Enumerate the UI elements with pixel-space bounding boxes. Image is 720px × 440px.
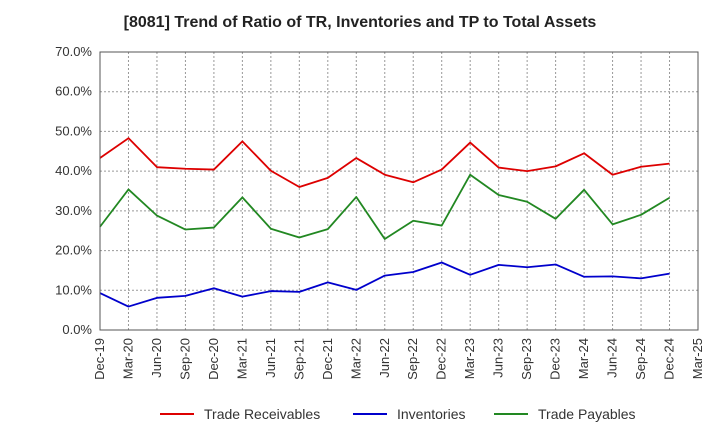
y-tick-label: 50.0% — [55, 123, 92, 138]
x-tick-label: Sep-24 — [633, 338, 648, 380]
x-tick-label: Dec-21 — [320, 338, 335, 380]
legend-label: Trade Receivables — [204, 406, 320, 422]
x-tick-label: Mar-20 — [120, 338, 135, 379]
x-tick-label: Jun-21 — [263, 338, 278, 378]
x-tick-label: Jun-24 — [605, 338, 620, 378]
chart-title: [8081] Trend of Ratio of TR, Inventories… — [123, 14, 597, 31]
x-tick-label: Jun-22 — [377, 338, 392, 378]
x-tick-label: Sep-20 — [177, 338, 192, 380]
x-tick-label: Dec-20 — [206, 338, 221, 380]
x-tick-label: Mar-22 — [348, 338, 363, 379]
y-tick-label: 40.0% — [55, 163, 92, 178]
legend-label: Inventories — [397, 406, 465, 422]
series-line-trade-payables — [99, 173, 670, 240]
y-tick-label: 70.0% — [55, 44, 92, 59]
y-tick-label: 10.0% — [55, 282, 92, 297]
series-line-trade-receivables — [99, 137, 670, 188]
plot-frame — [99, 51, 699, 331]
x-tick-label: Mar-23 — [462, 338, 477, 379]
x-tick-label: Mar-25 — [690, 338, 705, 379]
x-tick-label: Mar-21 — [234, 338, 249, 379]
x-tick-label: Jun-20 — [149, 338, 164, 378]
x-tick-label: Jun-23 — [491, 338, 506, 378]
x-tick-label: Mar-24 — [576, 338, 591, 379]
y-tick-label: 30.0% — [55, 203, 92, 218]
x-tick-label: Sep-21 — [291, 338, 306, 380]
x-tick-label: Sep-22 — [405, 338, 420, 380]
x-tick-label: Sep-23 — [519, 338, 534, 380]
y-tick-label: 20.0% — [55, 243, 92, 258]
axis-layer: 0.0% 10.0% 20.0% 30.0% 40.0% 50.0% 60.0% 70.0% D… — [55, 44, 705, 380]
grid-layer — [100, 52, 698, 330]
y-tick-label: 0.0% — [62, 322, 92, 337]
x-tick-label: Dec-19 — [92, 338, 107, 380]
legend-label: Trade Payables — [538, 406, 636, 422]
x-tick-label: Dec-22 — [434, 338, 449, 380]
legend: Trade Receivables Inventories Trade Payabl… — [160, 406, 636, 422]
series-layer — [99, 137, 670, 308]
x-tick-label: Dec-24 — [662, 338, 677, 380]
y-tick-label: 60.0% — [55, 84, 92, 99]
series-line-inventories — [99, 261, 670, 308]
x-tick-label: Dec-23 — [548, 338, 563, 380]
